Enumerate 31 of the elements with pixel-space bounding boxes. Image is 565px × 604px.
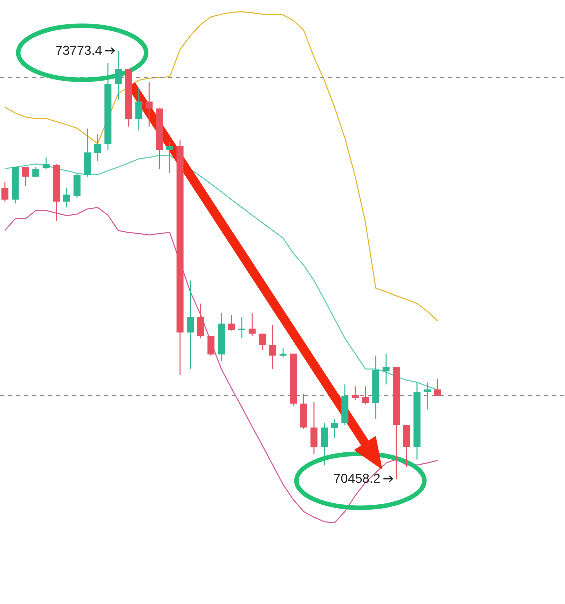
candlestick: [352, 386, 359, 401]
candlestick: [63, 188, 70, 208]
candlestick: [187, 280, 194, 370]
candlestick: [248, 312, 256, 337]
candlestick: [280, 348, 287, 358]
candlestick: [382, 353, 390, 386]
candlestick: [197, 303, 204, 339]
candlestick: [434, 378, 442, 397]
candlestick: [166, 142, 174, 174]
candlestick: [270, 324, 277, 370]
candlestick: [84, 128, 92, 178]
candlestick: [208, 336, 215, 356]
candlestick: [321, 422, 328, 466]
candlestick: [136, 88, 143, 132]
candlestick: [114, 50, 122, 100]
candlestick: [331, 418, 338, 439]
candlestick: [74, 172, 81, 198]
annotation: 73773.4: [55, 43, 102, 58]
candlestick: [403, 424, 410, 468]
candlestick: [300, 394, 308, 430]
candlestick: [42, 157, 50, 170]
candlestick: [424, 382, 432, 410]
candlestick: [228, 314, 236, 332]
candlestick: [22, 166, 30, 187]
candlestick: [146, 82, 153, 128]
candlestick: [259, 333, 266, 351]
candlestick: [94, 134, 102, 162]
candlestick: [2, 182, 9, 202]
candlestick: [310, 401, 318, 454]
candlestick: [32, 166, 40, 178]
candlestick: [362, 386, 370, 406]
